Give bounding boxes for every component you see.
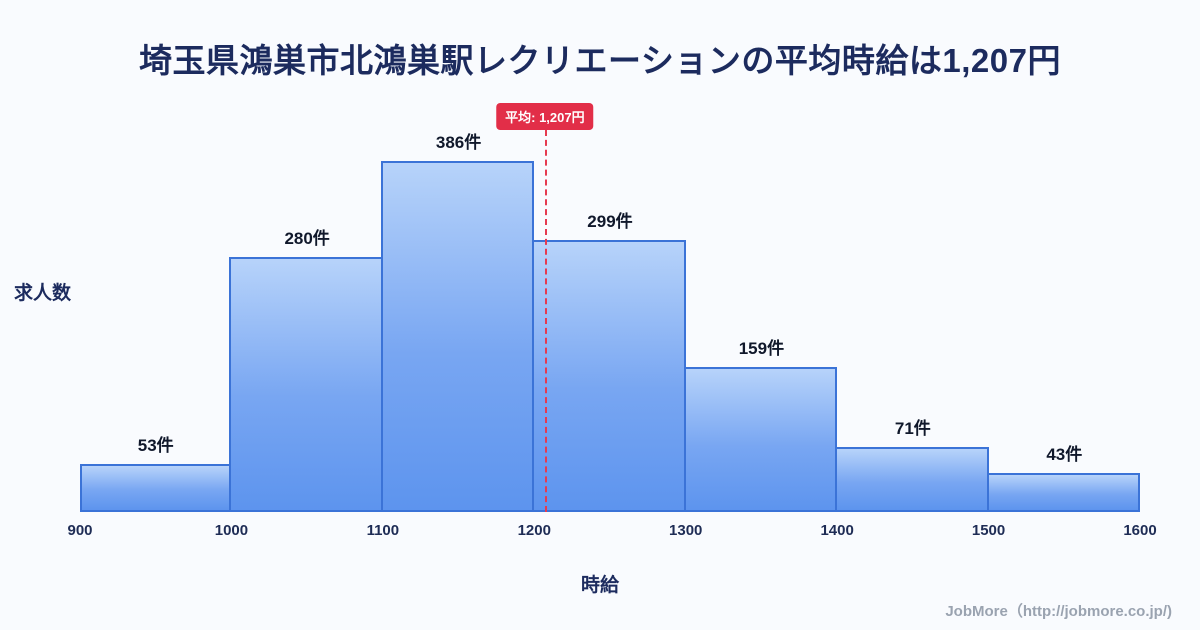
credit-text: JobMore（http://jobmore.co.jp/) <box>945 603 1172 620</box>
x-tick-label: 1200 <box>517 522 551 539</box>
y-axis-label: 求人数 <box>14 283 72 304</box>
bar-value-label: 53件 <box>137 435 174 455</box>
histogram-bar <box>986 472 1140 512</box>
histogram-bar <box>80 463 232 512</box>
average-line <box>544 130 547 512</box>
x-tick-label: 1000 <box>214 522 249 539</box>
bar-value-label: 159件 <box>738 339 785 359</box>
x-tick-label: 900 <box>67 522 93 539</box>
histogram-bar <box>532 240 686 512</box>
average-badge: 平均: 1,207円 <box>496 103 594 130</box>
histogram-bar <box>683 367 838 512</box>
histogram-bar <box>380 160 535 512</box>
histogram-bar <box>229 257 383 512</box>
x-tick-label: 1100 <box>366 522 400 539</box>
bar-value-label: 280件 <box>284 229 330 249</box>
x-tick-label: 1300 <box>669 522 703 539</box>
x-tick-label: 1400 <box>820 522 854 539</box>
histogram-bar <box>835 447 989 512</box>
bar-value-label: 386件 <box>435 132 482 152</box>
bar-value-label: 43件 <box>1046 444 1083 464</box>
x-tick-label: 1500 <box>971 522 1006 539</box>
x-tick-label: 1600 <box>1123 522 1157 539</box>
bar-value-label: 71件 <box>894 419 931 439</box>
x-axis-label: 時給 <box>580 575 619 596</box>
bar-value-label: 299件 <box>587 212 633 232</box>
page-title: 埼玉県鴻巣市北鴻巣駅レクリエーションの平均時給は1,207円 <box>139 42 1061 79</box>
histogram-plot: 53件 280件 386件 299件 159件 71件 43件 平均: 1,207円 <box>80 103 1140 512</box>
